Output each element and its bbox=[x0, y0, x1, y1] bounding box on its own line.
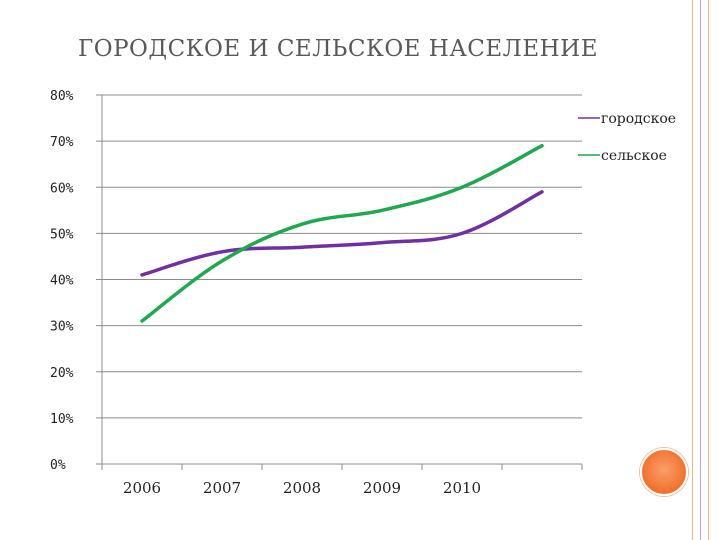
border-line-1 bbox=[692, 0, 693, 540]
x-tick-label: 2006 bbox=[123, 479, 161, 497]
y-tick-label: 40% bbox=[50, 274, 74, 289]
legend-label: городское bbox=[601, 111, 676, 127]
y-tick-label: 20% bbox=[50, 366, 74, 381]
orange-circle-icon bbox=[640, 448, 688, 496]
y-tick-label: 70% bbox=[50, 135, 74, 150]
axes bbox=[101, 95, 583, 470]
series-line-1 bbox=[140, 190, 544, 277]
series-lines bbox=[140, 143, 544, 323]
y-tick-label: 0% bbox=[50, 458, 66, 473]
legend-label: сельское bbox=[601, 148, 667, 164]
x-tick-label: 2008 bbox=[283, 479, 321, 497]
y-tick-label: 30% bbox=[50, 320, 74, 335]
x-tick-label: 2009 bbox=[363, 479, 401, 497]
grid-lines bbox=[96, 94, 582, 465]
y-tick-label: 50% bbox=[50, 227, 74, 242]
x-tick-label: 2007 bbox=[203, 479, 241, 497]
y-tick-label: 10% bbox=[50, 412, 74, 427]
series-line-2 bbox=[140, 143, 544, 323]
y-tick-label: 80% bbox=[50, 89, 74, 104]
y-tick-label: 60% bbox=[50, 181, 74, 196]
legend: городское сельское bbox=[578, 111, 676, 164]
y-tick-labels: 0% 10% 20% 30% 40% 50% 60% 70% 80% bbox=[50, 89, 74, 473]
slide-title: ГОРОДСКОЕ И СЕЛЬСКОЕ НАСЕЛЕНИЕ bbox=[78, 36, 599, 62]
border-line-3 bbox=[708, 0, 709, 540]
border-line-2 bbox=[700, 0, 701, 540]
x-tick-label: 2010 bbox=[443, 479, 481, 497]
x-tick-labels: 2006 2007 2008 2009 2010 bbox=[123, 479, 481, 497]
